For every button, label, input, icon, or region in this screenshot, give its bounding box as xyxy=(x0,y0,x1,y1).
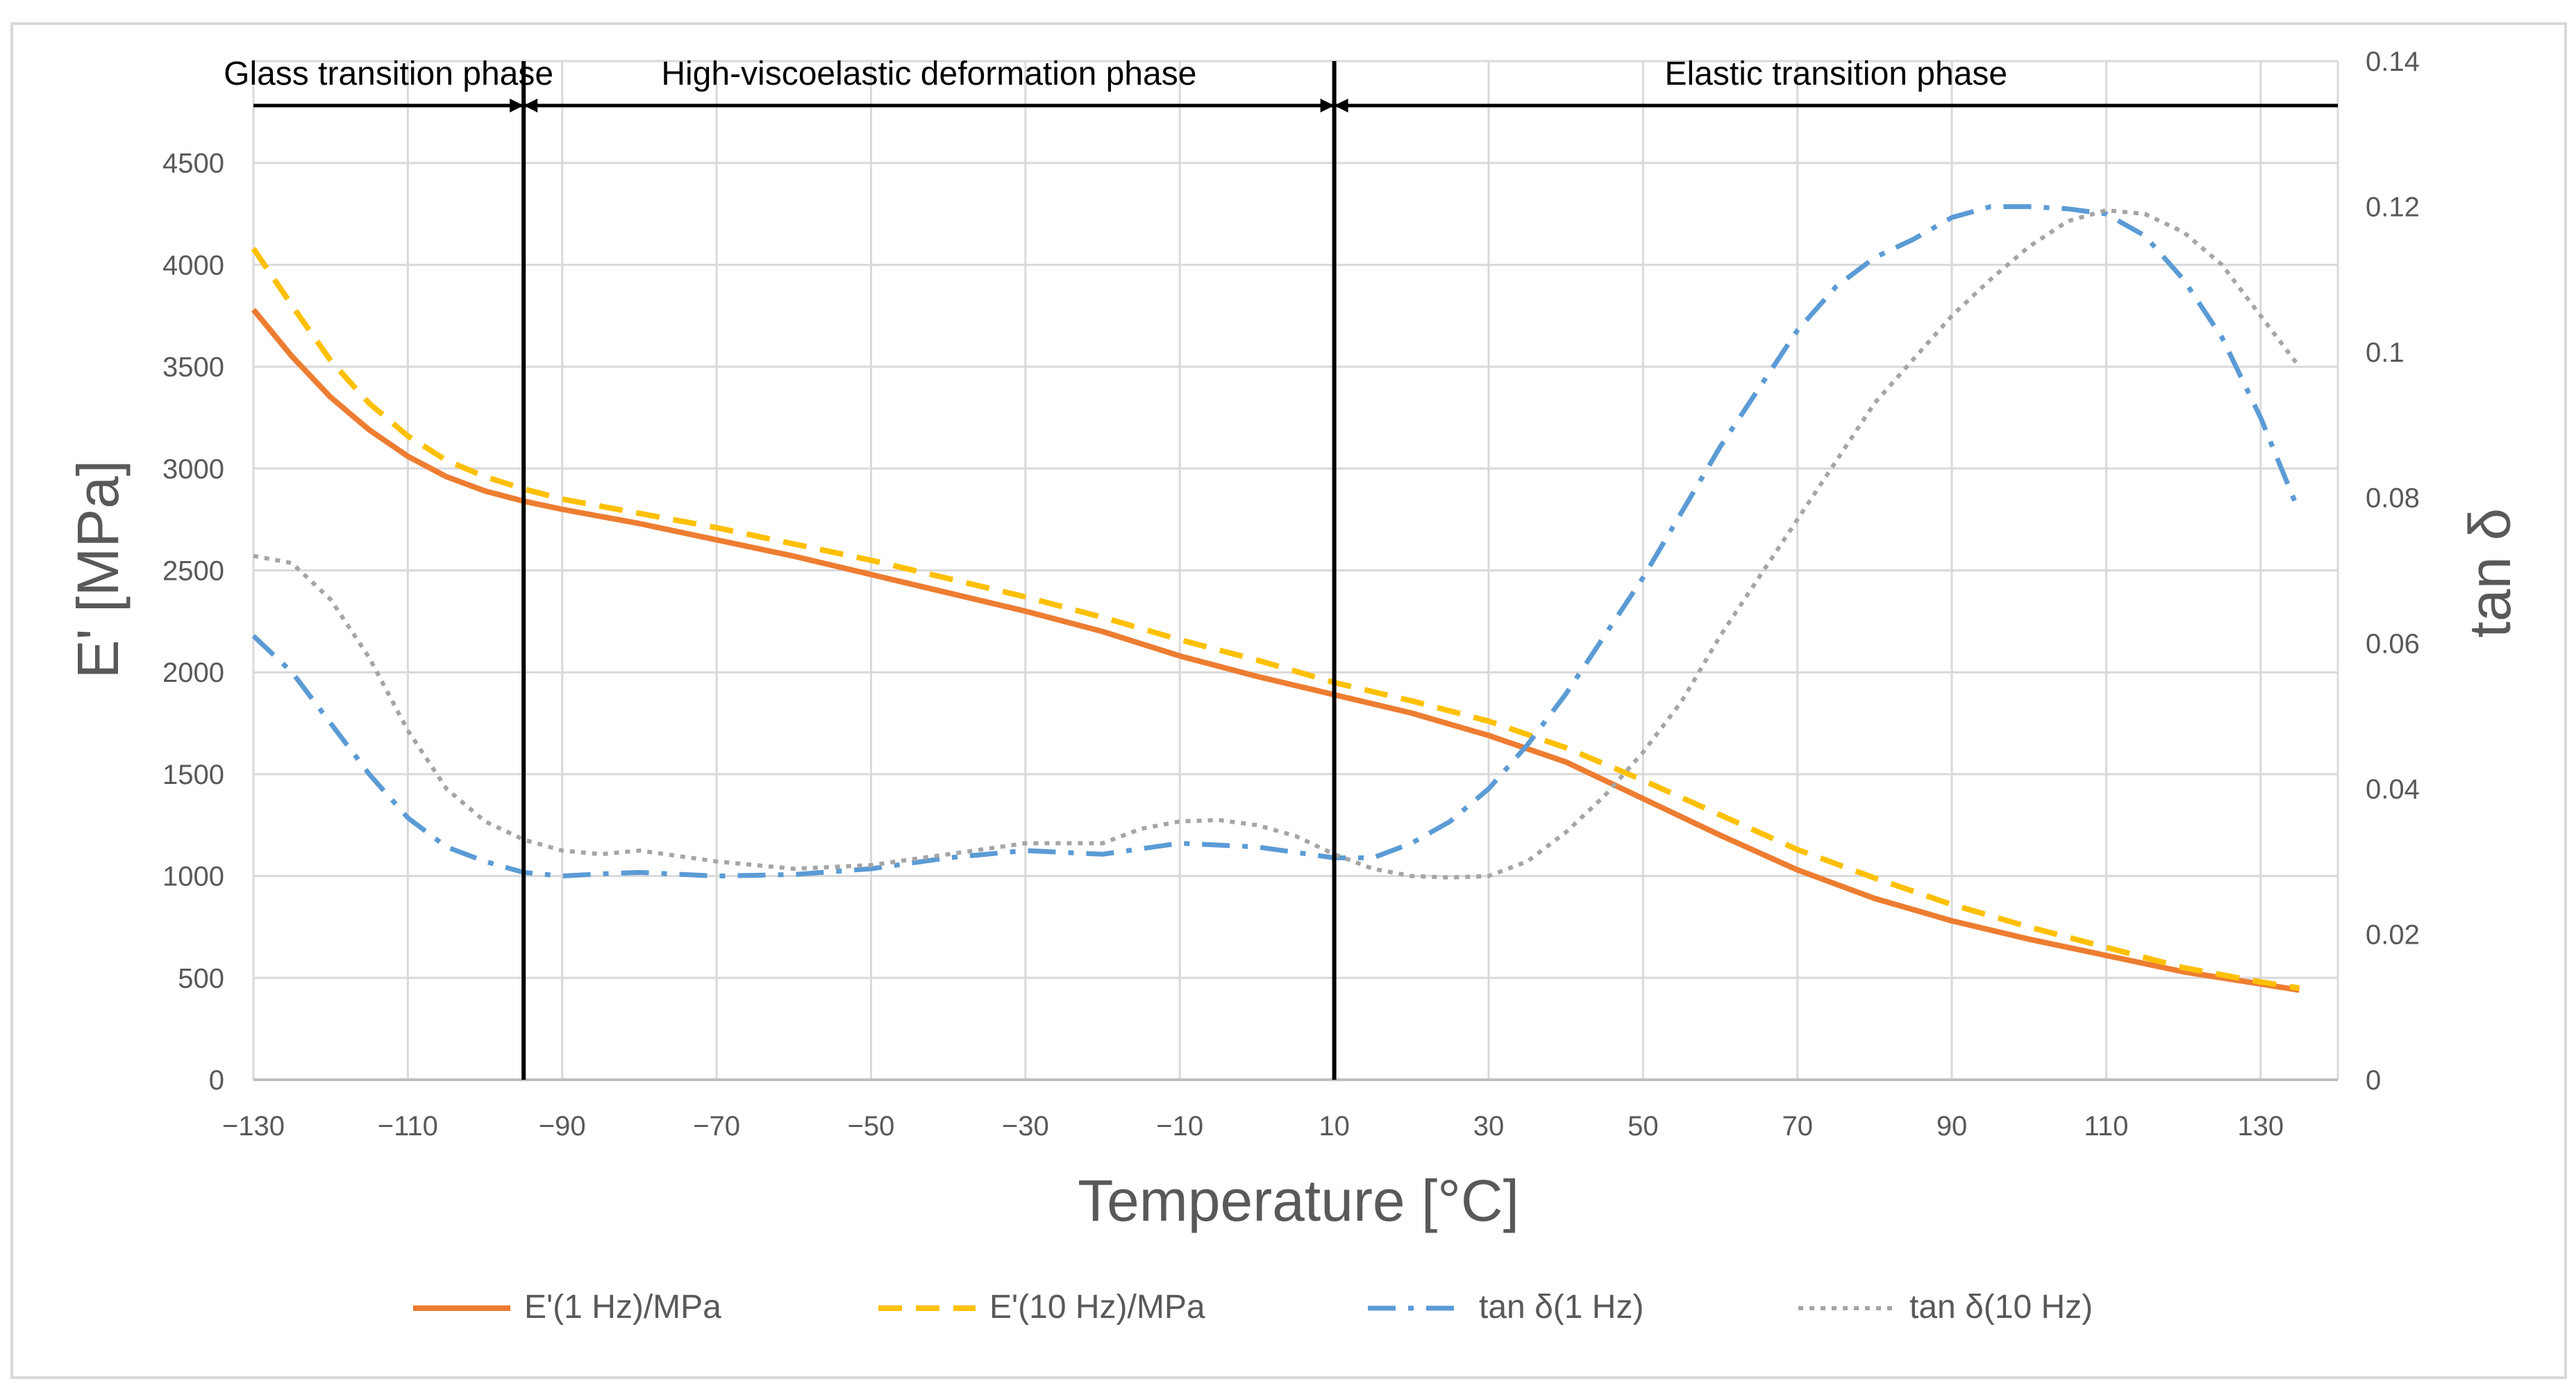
x-tick-label: −130 xyxy=(222,1111,285,1142)
y-axis-title: E' [MPa] xyxy=(65,460,131,679)
legend-label: E'(1 Hz)/MPa xyxy=(524,1289,721,1326)
legend: E'(1 Hz)/MPa E'(10 Hz)/MPa tan δ(1 Hz) tan … xyxy=(413,1289,2093,1326)
phase-arrow-head xyxy=(510,99,524,112)
x-tick-label: −70 xyxy=(693,1111,740,1142)
x-tick-label: −30 xyxy=(1002,1111,1049,1142)
x-tick-label: −10 xyxy=(1156,1111,1203,1142)
series-line xyxy=(251,308,2300,993)
x-tick-label: 70 xyxy=(1782,1111,1813,1142)
y-tick-label: 500 xyxy=(178,963,224,994)
y-tick-label: 2000 xyxy=(162,658,224,688)
x-axis-title: Temperature [°C] xyxy=(1078,1168,1519,1233)
phase-arrow-head xyxy=(524,99,538,112)
x-tick-label: 50 xyxy=(1628,1111,1659,1142)
y-tick-label: 1000 xyxy=(162,862,224,892)
series-lines xyxy=(251,204,2302,993)
x-tick-label: 10 xyxy=(1319,1111,1350,1142)
phase-annotations: Glass transition phase High-viscoelastic … xyxy=(224,56,2338,1080)
x-tick-label: 30 xyxy=(1473,1111,1505,1142)
legend-label: tan δ(10 Hz) xyxy=(1909,1289,2093,1326)
y2-tick-label: 0.08 xyxy=(2366,483,2420,514)
x-tick-label: 130 xyxy=(2237,1111,2284,1142)
y-tick-label: 0 xyxy=(209,1065,224,1096)
y2-tick-label: 0.14 xyxy=(2366,47,2420,77)
y-tick-label: 4500 xyxy=(162,149,224,179)
y-tick-label: 2500 xyxy=(162,556,224,587)
x-tick-label: 110 xyxy=(2084,1111,2129,1142)
x-tick-label: −90 xyxy=(539,1111,586,1142)
phase-label: Elastic transition phase xyxy=(1664,56,2007,92)
series-line xyxy=(253,208,2301,880)
y2-tick-label: 0.12 xyxy=(2366,192,2420,223)
phase-label: Glass transition phase xyxy=(224,56,553,92)
y2-axis-title: tan δ xyxy=(2457,508,2523,638)
y2-tick-label: 0.06 xyxy=(2366,628,2420,659)
y-tick-label: 4000 xyxy=(162,250,224,281)
phase-arrow-head xyxy=(1320,99,1335,112)
series-line xyxy=(251,204,2302,879)
y2-tick-label: 0 xyxy=(2366,1065,2381,1096)
y2-tick-label: 0.1 xyxy=(2366,337,2404,368)
axis-ticks: 050010001500200025003000350040004500−130… xyxy=(162,47,2420,1142)
y2-tick-label: 0.04 xyxy=(2366,774,2420,805)
y-tick-label: 1500 xyxy=(162,760,224,790)
phase-label: High-viscoelastic deformation phase xyxy=(661,56,1196,92)
legend-label: tan δ(1 Hz) xyxy=(1479,1289,1644,1326)
phase-arrow-head xyxy=(1334,99,1348,112)
y-tick-label: 3500 xyxy=(162,352,224,383)
y-tick-label: 3000 xyxy=(162,454,224,485)
x-tick-label: 90 xyxy=(1937,1111,1968,1142)
x-tick-label: −50 xyxy=(848,1111,895,1142)
legend-label: E'(10 Hz)/MPa xyxy=(989,1289,1205,1326)
x-tick-label: −110 xyxy=(378,1111,438,1142)
chart-border xyxy=(10,22,2567,1379)
y2-tick-label: 0.02 xyxy=(2366,919,2420,950)
series-line xyxy=(251,247,2300,991)
